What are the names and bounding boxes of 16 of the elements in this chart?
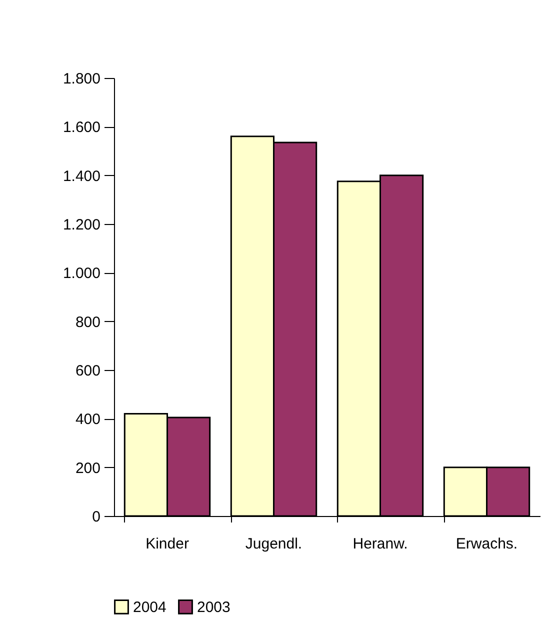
- x-tick-label: Kinder: [146, 536, 189, 552]
- legend-label: 2003: [197, 598, 230, 616]
- y-tick-label: 1.600: [62, 119, 100, 136]
- y-tick-label: 400: [75, 411, 100, 428]
- y-tick-label: 1.000: [62, 265, 100, 282]
- x-tick-label: Jugendl.: [245, 536, 302, 552]
- y-tick-label: 200: [75, 460, 100, 477]
- y-tick-label: 800: [75, 314, 100, 331]
- y-tick-label: 600: [75, 362, 100, 380]
- y-tick-label: 0: [92, 508, 100, 526]
- legend-label: 2004: [133, 598, 166, 616]
- y-tick-label: 1.800: [62, 70, 100, 88]
- y-tick-label: 1.200: [62, 216, 100, 234]
- y-tick-label: 1.400: [62, 168, 100, 185]
- x-tick-label: Erwachs.: [456, 536, 518, 552]
- x-tick-label: Heranw.: [352, 536, 408, 552]
